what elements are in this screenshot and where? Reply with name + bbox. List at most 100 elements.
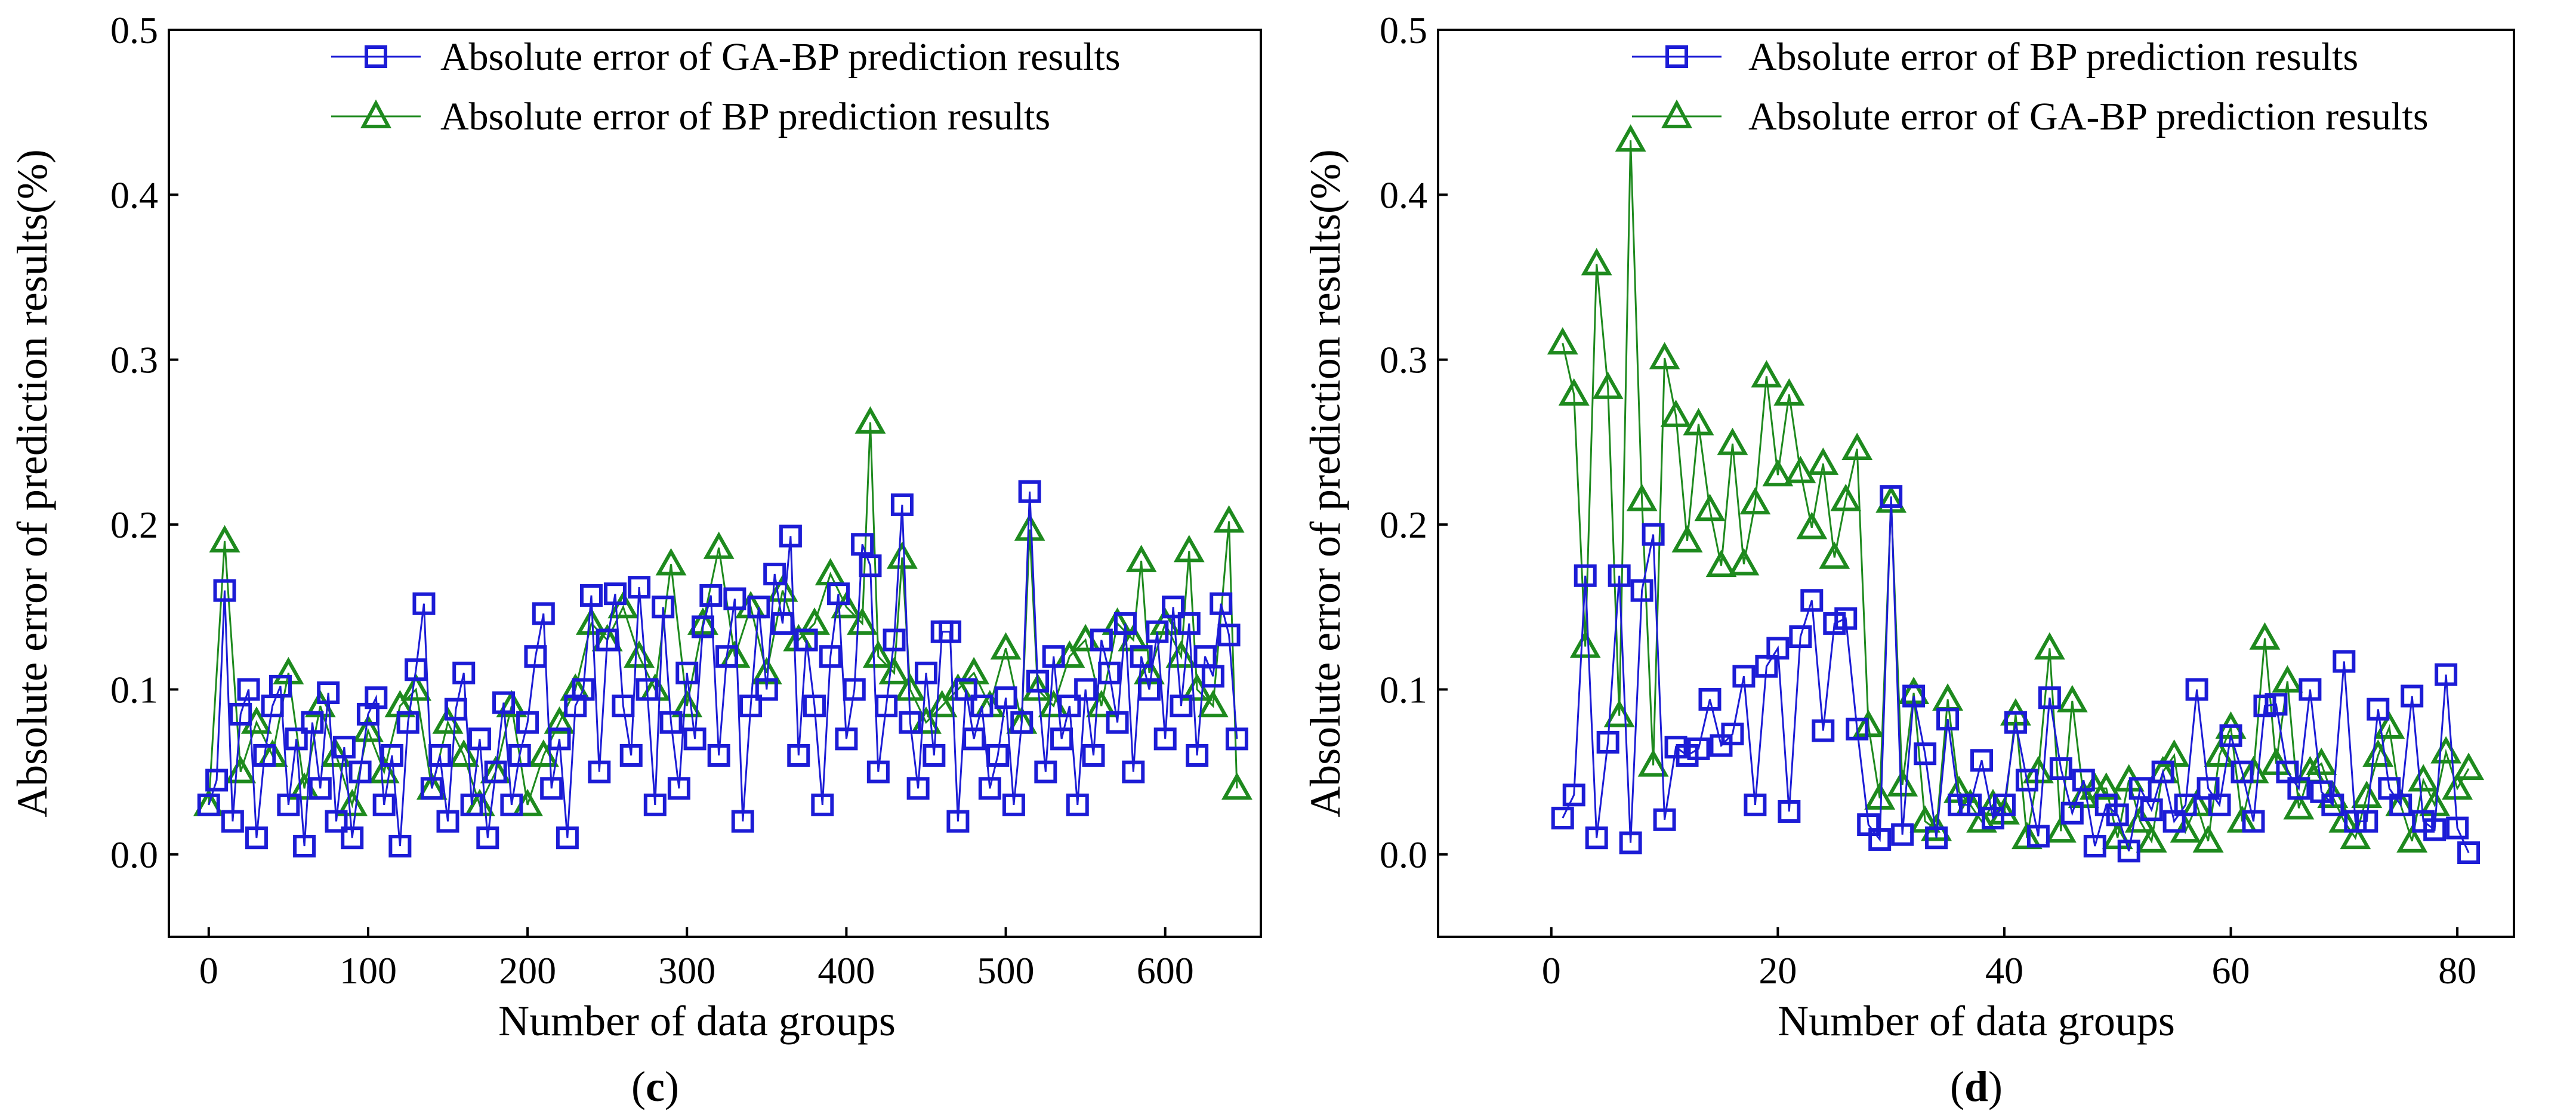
data-point-square [1201, 665, 1224, 688]
data-point-square [245, 826, 268, 850]
data-point-triangle [2453, 752, 2485, 780]
data-point-square [763, 563, 786, 585]
data-point-square [436, 810, 459, 833]
data-point-square [301, 711, 324, 734]
x-axis-label-c: Number of data groups [498, 997, 896, 1045]
data-point-square [667, 777, 690, 800]
data-point-triangle [1807, 447, 1839, 475]
data-point-square [1562, 783, 1585, 807]
data-point-triangle [926, 690, 958, 718]
data-point-square [1653, 808, 1676, 831]
data-point-triangle [671, 690, 703, 718]
data-point-square [381, 744, 404, 767]
data-point-triangle [1717, 427, 1748, 455]
data-point-square [859, 554, 882, 578]
data-point-square [452, 661, 476, 684]
data-point-square [906, 777, 930, 800]
data-point-square [2060, 801, 2084, 825]
data-point-square [835, 727, 858, 751]
y-axis-label-c: Absolute error of prediction results(%) [8, 149, 56, 817]
data-point-square [1034, 760, 1057, 783]
data-point-square [308, 777, 332, 800]
chart-panel-d: 0.0 0.1 0.2 0.3 0.4 0.5 0 20 40 60 80 Absolute er… [1301, 9, 2515, 1110]
plot-frame-d [1437, 29, 2515, 938]
y-axis-ticks-c: 0.0 0.1 0.2 0.3 0.4 0.5 [110, 9, 178, 876]
data-point-square [2242, 810, 2265, 833]
data-point-square [1800, 589, 1824, 612]
panel-label-c: (c) [631, 1063, 679, 1110]
data-point-square [1042, 645, 1065, 668]
y-tick-label: 0.0 [110, 834, 158, 876]
data-point-square [1146, 620, 1169, 643]
data-point-triangle [2283, 792, 2315, 820]
data-point-triangle [2306, 747, 2337, 775]
data-point-triangle [2056, 684, 2088, 712]
data-point-square [811, 793, 834, 816]
legend-d-marker-square [1665, 45, 1688, 68]
data-point-square [1098, 661, 1121, 684]
data-point-square [2389, 793, 2413, 816]
x-tick-label: 40 [1985, 949, 2023, 992]
data-point-square [1186, 744, 1209, 767]
data-point-triangle [1197, 690, 1229, 718]
data-point-square [1608, 564, 1631, 587]
data-point-square [675, 661, 699, 684]
data-point-square [803, 695, 826, 718]
data-point-square [827, 582, 850, 606]
data-point-triangle [448, 739, 480, 767]
data-point-square [1050, 727, 1073, 751]
data-point-triangle [2340, 822, 2371, 850]
data-point-triangle [2351, 780, 2383, 809]
data-point-square [1074, 678, 1097, 701]
data-point-square [524, 645, 547, 668]
data-point-square [1137, 678, 1161, 701]
data-point-square [699, 584, 723, 607]
data-point-square [731, 810, 754, 833]
series-line [1562, 140, 2470, 844]
data-point-square [405, 658, 428, 681]
y-tick-label: 0.5 [110, 9, 158, 51]
legend-c-marker-square [365, 45, 387, 68]
y-tick-label: 0.5 [1380, 9, 1427, 51]
data-point-square [1812, 719, 1835, 742]
data-point-square [795, 628, 818, 652]
data-point-square [1880, 485, 1903, 508]
data-point-square [596, 628, 619, 652]
data-point-triangle [2249, 622, 2281, 650]
data-point-square [619, 744, 643, 767]
data-point-triangle [862, 640, 894, 668]
data-point-square [659, 711, 683, 734]
data-point-square [946, 810, 970, 833]
data-point-square [317, 681, 340, 704]
data-point-square [954, 678, 977, 701]
data-point-square [747, 596, 770, 619]
data-point-square [388, 835, 412, 857]
chart-panel-c: 0.0 0.1 0.2 0.3 0.4 0.5 0 100 200 300 400 500 600 A… [8, 9, 1262, 1110]
data-point-square [2026, 825, 2050, 848]
data-point-square [978, 777, 1001, 800]
series-line [208, 491, 1238, 847]
data-point-square [1902, 684, 1926, 708]
data-point-square [1970, 749, 1993, 772]
data-point-square [332, 736, 356, 759]
x-tick-label: 100 [340, 949, 397, 992]
data-point-square [779, 524, 802, 548]
data-point-triangle [1762, 459, 1794, 487]
data-point-triangle [854, 406, 886, 434]
data-point-square [540, 777, 563, 800]
data-point-triangle [2192, 825, 2224, 853]
data-point-triangle [2136, 825, 2167, 853]
data-point-square [1002, 793, 1025, 816]
data-point-square [1868, 828, 1892, 851]
legend-d-marker-triangle [1661, 99, 1693, 128]
data-point-square [325, 810, 348, 833]
data-point-square [683, 727, 707, 751]
data-point-square [1789, 625, 1812, 649]
data-point-triangle [831, 591, 862, 619]
x-tick-label: 60 [2212, 949, 2250, 992]
data-point-square [556, 826, 579, 850]
data-point-square [468, 727, 491, 751]
series-group-d [1547, 124, 2485, 865]
data-point-square [2321, 793, 2344, 816]
data-point-triangle [1569, 630, 1601, 658]
